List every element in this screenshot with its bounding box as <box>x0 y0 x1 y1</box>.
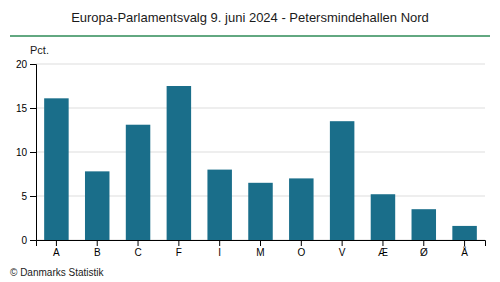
chart-container: Europa-Parlamentsvalg 9. juni 2024 - Pet… <box>0 0 500 282</box>
grid-line <box>36 152 485 153</box>
x-tick-mark <box>97 240 98 246</box>
bars <box>44 86 477 240</box>
x-tick-label: A <box>53 247 60 258</box>
bar <box>207 170 231 240</box>
x-tick-label: Ø <box>420 247 428 258</box>
x-tick-label: C <box>134 247 141 258</box>
x-axis: ABCFIMOVÆØÅ <box>37 240 486 258</box>
x-tick-label: Æ <box>378 247 388 258</box>
y-tick-mark <box>30 240 36 241</box>
x-tick-label: B <box>94 247 101 258</box>
x-tick-mark <box>260 240 261 246</box>
bar <box>248 183 272 240</box>
x-tick-label: I <box>218 247 221 258</box>
x-tick-mark <box>342 240 343 246</box>
x-tick-mark <box>56 240 57 246</box>
y-axis-label: Pct. <box>30 44 49 56</box>
x-tick: M <box>256 240 264 258</box>
y-tick: 15 <box>16 103 36 114</box>
x-tick-label: O <box>297 247 305 258</box>
bar <box>126 125 150 240</box>
x-tick: B <box>94 240 101 258</box>
bar <box>44 98 68 240</box>
x-tick: Æ <box>378 240 388 258</box>
y-tick-label: 20 <box>16 59 28 70</box>
y-axis-line <box>30 65 37 241</box>
y-tick: 5 <box>21 191 36 202</box>
chart-svg: Europa-Parlamentsvalg 9. juni 2024 - Pet… <box>0 0 500 282</box>
x-tick-mark <box>178 240 179 246</box>
x-tick: O <box>297 240 305 258</box>
y-tick-label: 15 <box>16 103 28 114</box>
footnote: © Danmarks Statistik <box>10 267 105 278</box>
x-tick: A <box>53 240 60 258</box>
x-tick: Å <box>461 240 468 258</box>
plot-area: 0 5 10 15 20 A B C F I M O V Æ Ø Å <box>16 59 486 258</box>
y-tick: 0 <box>21 235 36 246</box>
y-tick-label: 10 <box>16 147 28 158</box>
chart-title: Europa-Parlamentsvalg 9. juni 2024 - Pet… <box>71 10 429 25</box>
x-tick-mark <box>301 240 302 246</box>
x-axis-line <box>37 241 486 247</box>
x-tick-mark <box>464 240 465 246</box>
grid <box>36 64 485 240</box>
bar <box>85 171 109 240</box>
y-tick-mark <box>30 108 36 109</box>
bar <box>452 226 476 240</box>
y-tick: 20 <box>16 59 36 70</box>
x-tick-label: M <box>256 247 264 258</box>
bar <box>167 86 191 240</box>
x-tick: F <box>176 240 182 258</box>
x-tick-mark <box>382 240 383 246</box>
x-tick-label: V <box>339 247 346 258</box>
x-tick-label: Å <box>461 246 468 258</box>
y-tick-label: 5 <box>21 191 27 202</box>
grid-line <box>36 108 485 109</box>
x-tick: C <box>134 240 141 258</box>
grid-line <box>36 64 485 65</box>
bar <box>412 209 436 240</box>
y-tick-label: 0 <box>21 235 27 246</box>
x-tick-mark <box>138 240 139 246</box>
title-rule <box>10 35 490 37</box>
y-tick-mark <box>30 152 36 153</box>
bar <box>289 178 313 240</box>
y-axis: 0 5 10 15 20 <box>16 59 37 246</box>
x-tick-mark <box>423 240 424 246</box>
y-tick-mark <box>30 64 36 65</box>
x-tick: I <box>218 240 221 258</box>
x-tick: Ø <box>420 240 428 258</box>
bar <box>330 121 354 240</box>
y-tick: 10 <box>16 147 36 158</box>
y-tick-mark <box>30 196 36 197</box>
x-tick: V <box>339 240 346 258</box>
x-tick-label: F <box>176 247 182 258</box>
bar <box>371 194 395 240</box>
x-tick-mark <box>219 240 220 246</box>
